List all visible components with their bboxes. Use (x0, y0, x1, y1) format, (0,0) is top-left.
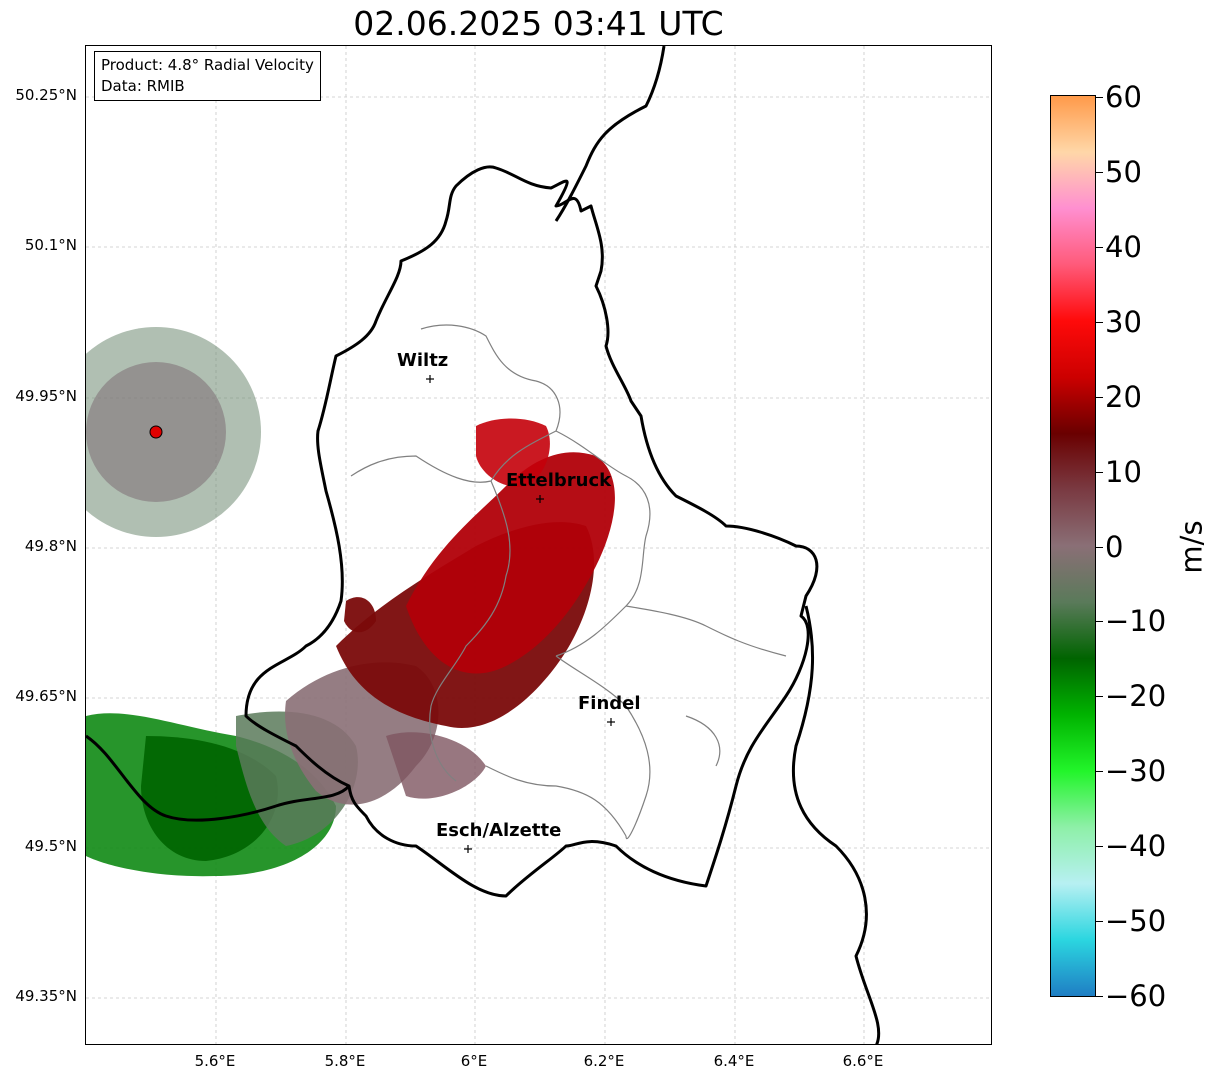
lat-label: 49.35°N (15, 987, 77, 1005)
colorbar-tick-label: 0 (1105, 529, 1124, 564)
colorbar-tick-label: 30 (1105, 304, 1142, 339)
product-info-box: Product: 4.8° Radial Velocity Data: RMIB (94, 51, 321, 101)
colorbar-tick-label: −20 (1105, 679, 1167, 714)
colorbar-tick (1096, 97, 1103, 98)
colorbar-tick-label: 60 (1105, 80, 1142, 114)
city-label-ettelbruck: Ettelbruck (506, 470, 612, 491)
colorbar-tick (1096, 321, 1103, 323)
colorbar-tick (1096, 546, 1103, 548)
colorbar-tick (1096, 621, 1103, 623)
country-borders (86, 46, 881, 1044)
colorbar-tick (1096, 921, 1103, 923)
colorbar-tick-label: 20 (1105, 379, 1142, 414)
lon-label: 6.4°E (713, 1052, 755, 1070)
lat-label: 50.1°N (24, 236, 77, 254)
city-label-esch-alzette: Esch/Alzette (436, 820, 562, 841)
red-echo-north (476, 418, 550, 487)
colorbar-tick (1096, 996, 1103, 997)
lat-label: 49.5°N (24, 837, 77, 855)
product-label: Product: 4.8° Radial Velocity (101, 56, 314, 74)
colorbar-tick (1096, 696, 1103, 698)
lon-label: 6.2°E (583, 1052, 625, 1070)
colorbar-tick-label: 40 (1105, 229, 1142, 264)
velocity-colorbar (1050, 95, 1096, 997)
colorbar-tick (1096, 246, 1103, 248)
lon-label: 6.6°E (842, 1052, 884, 1070)
radar-site-marker (149, 425, 163, 439)
colorbar-tick (1096, 471, 1103, 473)
colorbar-tick-label: −50 (1105, 904, 1167, 939)
city-label-findel: Findel (578, 693, 641, 714)
colorbar-tick-label: −10 (1105, 604, 1167, 639)
french-border (86, 734, 351, 822)
colorbar-tick-label: −30 (1105, 754, 1167, 789)
radar-map[interactable] (85, 45, 992, 1045)
lon-label: 6°E (460, 1052, 488, 1070)
wiltz-marker (426, 375, 434, 383)
esch-marker (464, 845, 472, 853)
data-source-label: Data: RMIB (101, 77, 185, 95)
colorbar-tick (1096, 396, 1103, 398)
colorbar-unit-label: m/s (1174, 520, 1207, 574)
red-echo (406, 452, 615, 674)
findel-marker (607, 718, 615, 726)
canton-borders (350, 324, 787, 839)
lat-label: 49.65°N (15, 687, 77, 705)
map-title: 02.06.2025 03:41 UTC (353, 4, 724, 43)
lon-label: 5.8°E (324, 1052, 366, 1070)
colorbar-tick (1096, 771, 1103, 773)
lat-label: 50.25°N (15, 86, 77, 104)
lat-label: 49.95°N (15, 387, 77, 405)
colorbar-tick-label: 10 (1105, 454, 1142, 489)
german-border (554, 46, 666, 222)
colorbar-tick (1096, 846, 1103, 848)
german-border-east (791, 605, 881, 1044)
colorbar-tick-label: −60 (1105, 979, 1167, 1013)
colorbar-tick-label: −40 (1105, 829, 1167, 864)
lon-label: 5.6°E (194, 1052, 236, 1070)
city-markers (426, 375, 615, 853)
mauve-echo-2 (386, 732, 486, 799)
colorbar-tick (1096, 171, 1103, 173)
ettelbruck-marker (536, 495, 544, 503)
colorbar-tick-label: 50 (1105, 154, 1142, 189)
luxembourg-border (244, 165, 819, 898)
lat-label: 49.8°N (24, 537, 77, 555)
map-canvas (86, 46, 991, 1044)
dark-red-west (344, 597, 376, 633)
city-label-wiltz: Wiltz (397, 350, 449, 371)
